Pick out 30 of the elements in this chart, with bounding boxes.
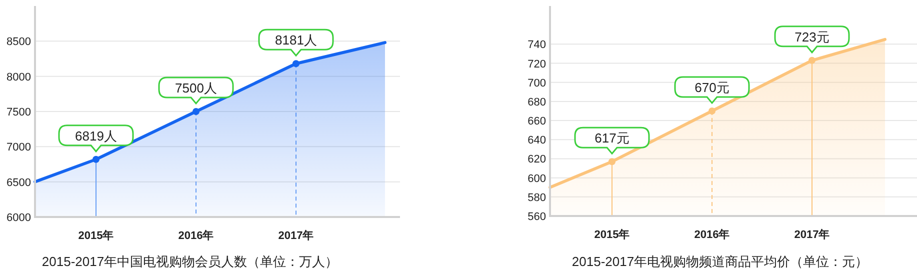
y-tick-label: 660 xyxy=(528,116,546,128)
y-tick-label: 8000 xyxy=(6,71,31,84)
y-tick-label: 720 xyxy=(528,58,546,70)
y-tick-label: 7000 xyxy=(6,142,31,154)
x-tick-label: 2016年 xyxy=(178,229,214,242)
y-tick-label: 6000 xyxy=(6,212,31,224)
x-tick-label: 2015年 xyxy=(78,229,114,242)
y-tick-label: 8500 xyxy=(6,36,31,48)
y-tick-label: 740 xyxy=(528,39,546,52)
data-label: 6819人 xyxy=(75,128,117,144)
y-tick-label: 640 xyxy=(528,134,546,147)
text: 2015-2017年电视购物频道商品平均价（单位：元） xyxy=(572,254,868,269)
y-tick-label: 7500 xyxy=(6,106,31,118)
data-label: 617元 xyxy=(594,130,630,146)
data-label: 7500人 xyxy=(175,80,217,96)
y-tick-label: 560 xyxy=(528,211,546,223)
y-tick-label: 580 xyxy=(528,192,546,204)
data-label: 723元 xyxy=(794,29,830,44)
data-label: 670元 xyxy=(694,80,730,95)
y-tick-label: 620 xyxy=(528,154,546,166)
x-tick-label: 2015年 xyxy=(594,228,630,241)
y-tick-label: 600 xyxy=(528,172,546,185)
data-label: 8181人 xyxy=(275,32,317,48)
y-tick-label: 6500 xyxy=(6,176,31,189)
y-tick-label: 680 xyxy=(528,96,546,108)
text: 2015-2017年中国电视购物会员人数（单位：万人） xyxy=(42,254,338,269)
y-tick-label: 700 xyxy=(528,77,546,90)
x-tick-label: 2016年 xyxy=(694,228,730,241)
x-tick-label: 2017年 xyxy=(278,229,314,242)
x-tick-label: 2017年 xyxy=(794,228,830,241)
